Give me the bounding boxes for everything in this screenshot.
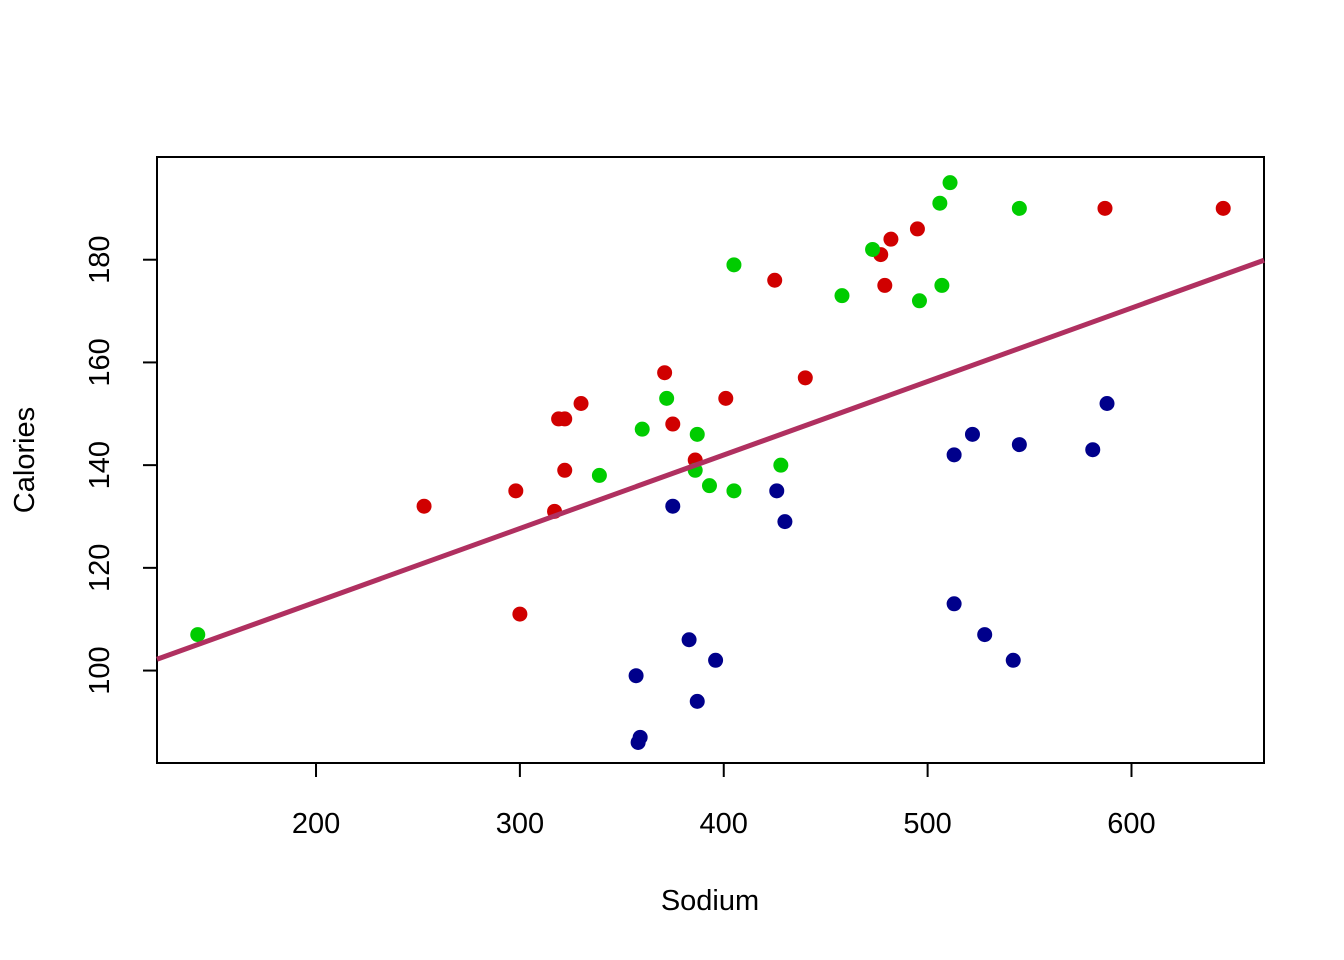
y-tick-label: 140 [84,441,116,489]
data-point [508,483,524,499]
data-point [190,627,206,643]
data-point [557,411,573,427]
series-1 [416,200,1231,622]
data-point [1215,200,1231,216]
data-point [797,370,813,386]
series-3 [628,396,1115,750]
data-point [659,390,675,406]
data-point [657,365,673,381]
x-axis: 200 300 400 500 600 [292,762,1156,840]
data-point [689,693,705,709]
series-2 [190,175,1027,643]
data-point [681,632,697,648]
y-axis-title: Calories [9,407,41,513]
data-point [718,390,734,406]
data-point [1099,396,1115,412]
x-tick-label: 500 [903,808,951,840]
regression-line [156,257,1265,662]
data-point [773,457,789,473]
data-point [769,483,785,499]
y-tick-label: 120 [84,544,116,592]
data-point [701,478,717,494]
data-point [865,241,881,257]
data-point [977,627,993,643]
data-point [883,231,899,247]
x-axis-title: Sodium [661,885,759,917]
data-point [767,272,783,288]
data-point [1097,200,1113,216]
y-tick-label: 180 [84,236,116,284]
data-point [557,462,573,478]
y-tick-label: 160 [84,338,116,386]
data-point [628,668,644,684]
data-point [726,257,742,273]
data-point [634,421,650,437]
data-point [911,293,927,309]
y-tick-label: 100 [84,646,116,694]
data-point [934,277,950,293]
data-point [632,729,648,745]
data-point [1005,652,1021,668]
data-point [909,221,925,237]
data-point [512,606,528,622]
y-axis: 100 120 140 160 180 [84,236,158,695]
data-point [1011,437,1027,453]
data-point [877,277,893,293]
data-point [946,447,962,463]
data-point [777,514,793,530]
data-point [726,483,742,499]
data-point [665,416,681,432]
plot-area [156,175,1265,750]
data-point [591,467,607,483]
data-point [1011,200,1027,216]
data-point [665,498,681,514]
data-point [573,396,589,412]
x-tick-label: 300 [496,808,544,840]
data-point [946,596,962,612]
data-point [708,652,724,668]
data-point [942,175,958,191]
data-point [1085,442,1101,458]
data-point [964,426,980,442]
data-point [834,288,850,304]
data-point [416,498,432,514]
x-tick-label: 400 [700,808,748,840]
data-point [689,426,705,442]
data-point [932,195,948,211]
x-tick-label: 200 [292,808,340,840]
x-tick-label: 600 [1107,808,1155,840]
